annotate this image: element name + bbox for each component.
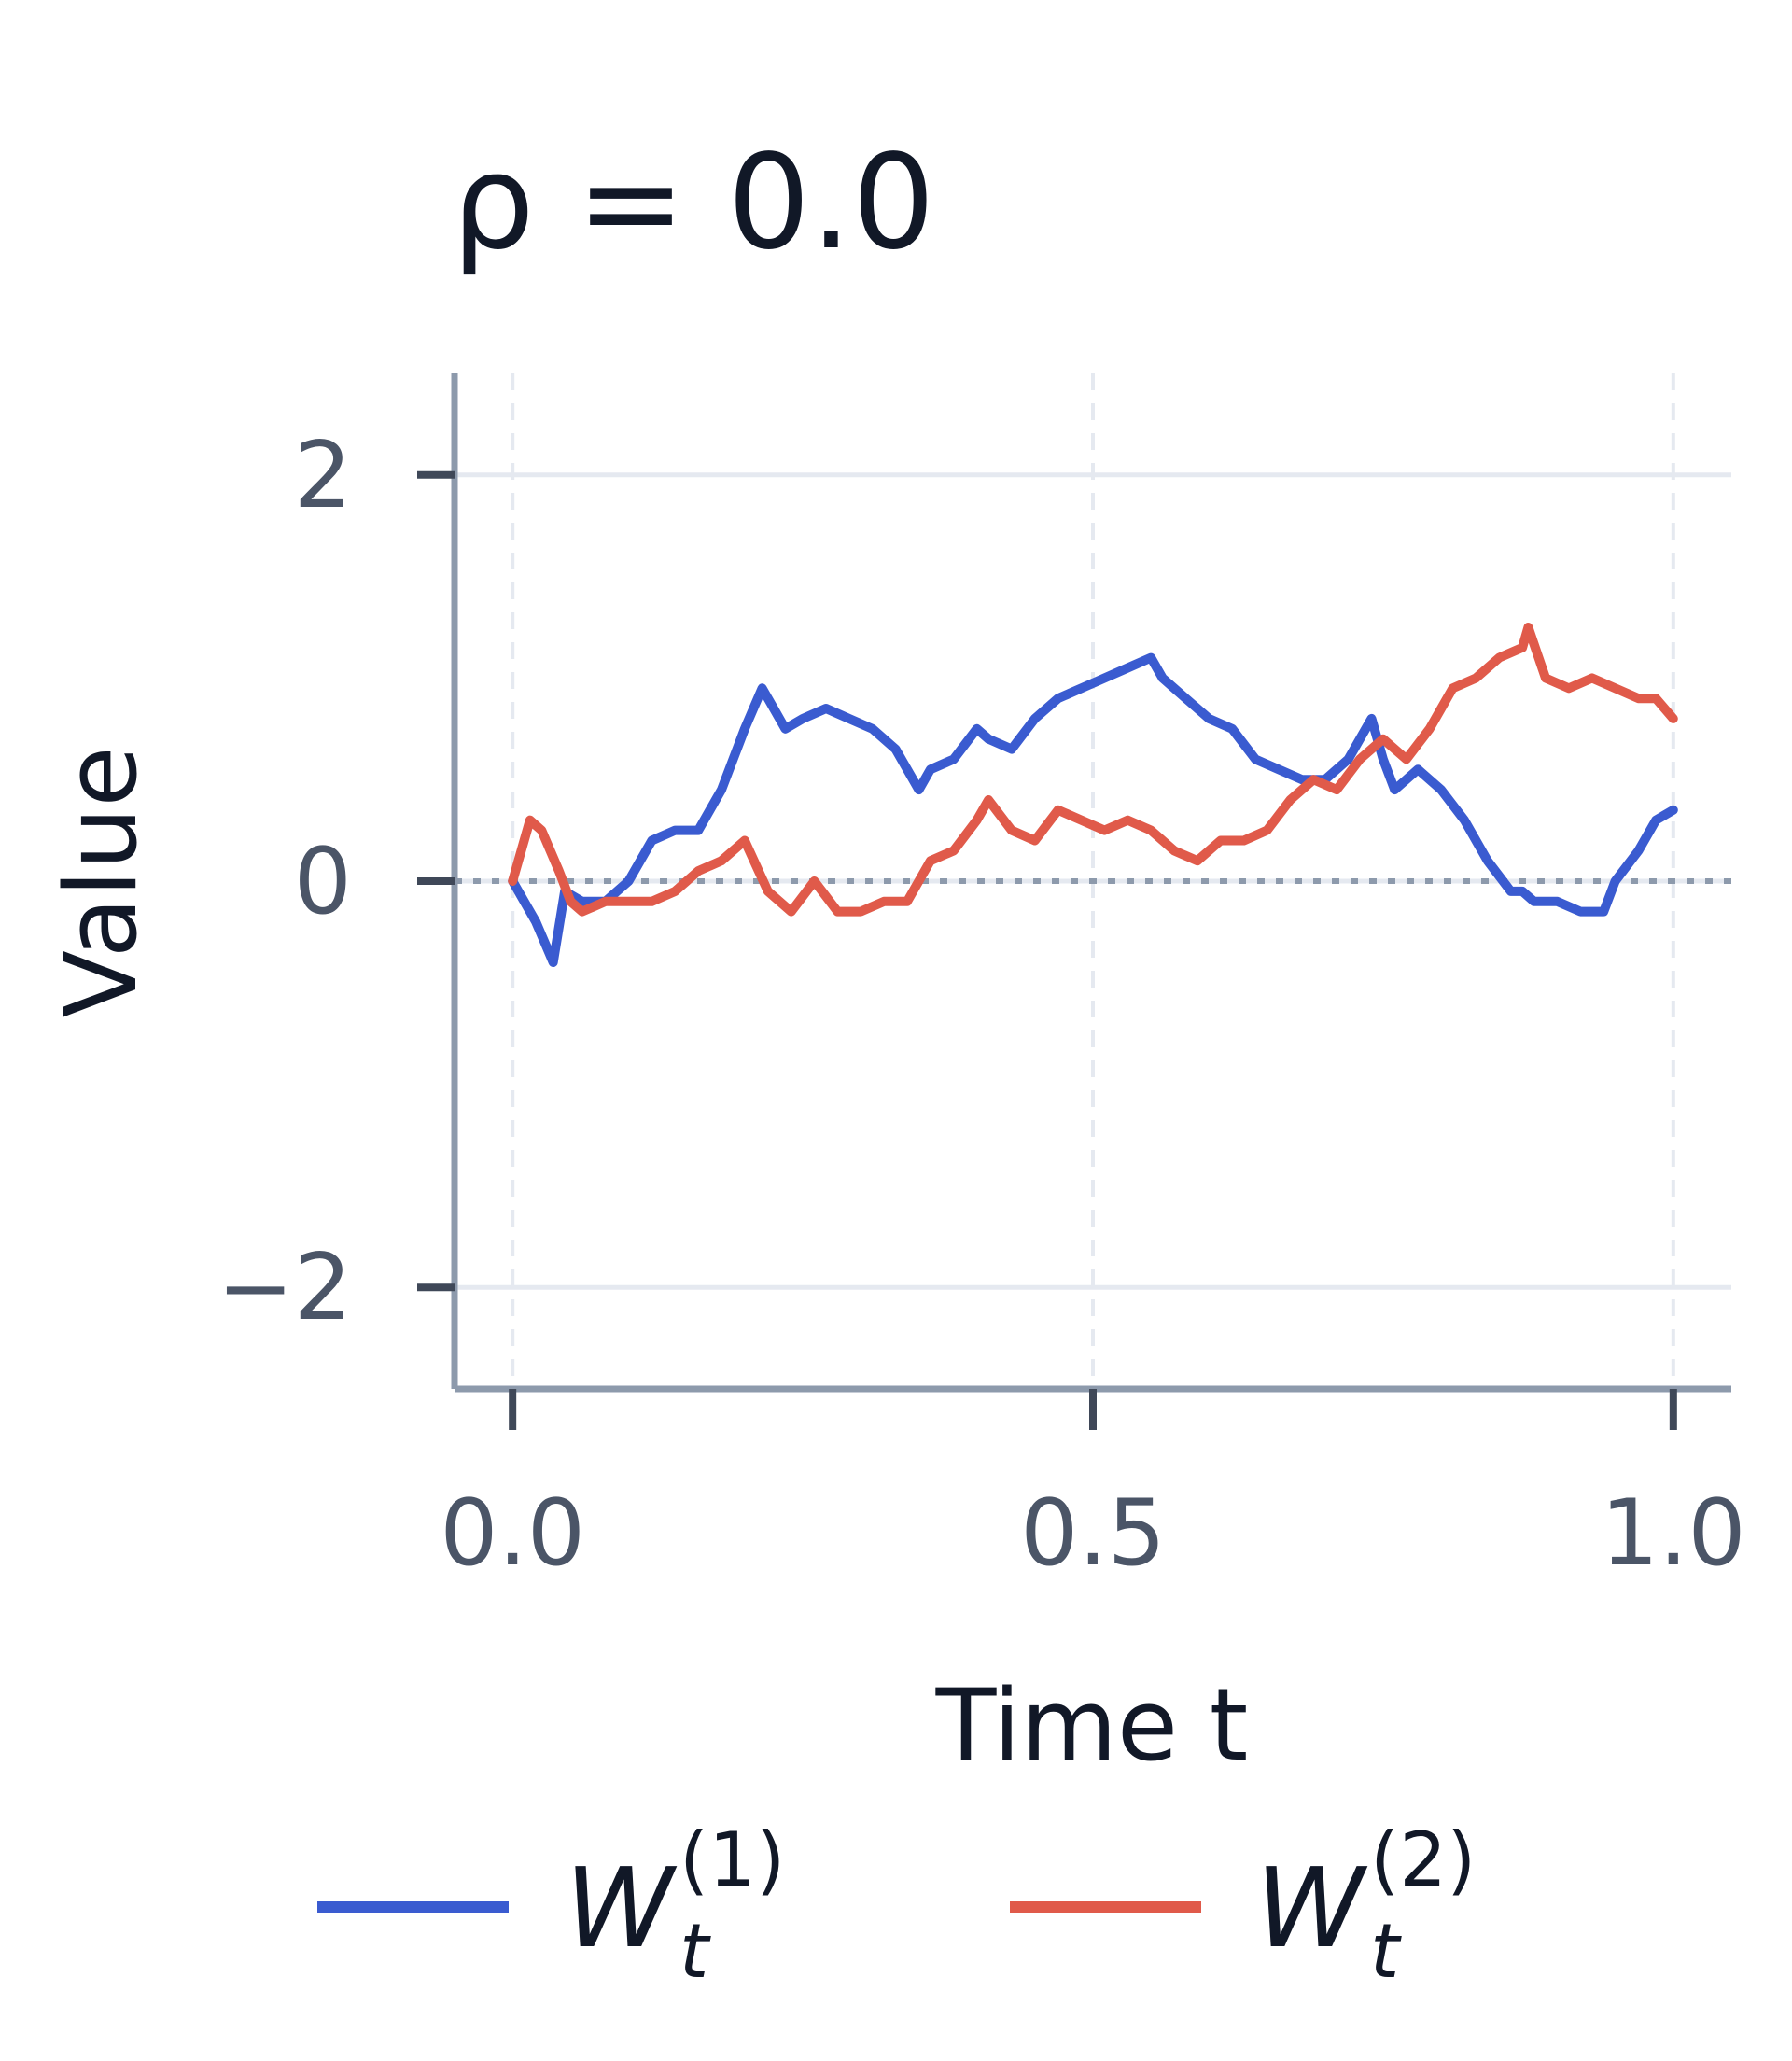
- x-axis-label: Time t: [935, 1668, 1249, 1783]
- series-line-2: [508, 623, 1678, 917]
- y-axis-label: Value: [44, 746, 159, 1017]
- legend-label-series-2: W: [1255, 1844, 1368, 1972]
- legend-label-series-2-superscript: (2): [1370, 1816, 1476, 1903]
- legend-label-series-1: W: [565, 1844, 678, 1972]
- y-tick-label: −2: [217, 1235, 352, 1341]
- x-tick-label: 0.5: [1020, 1480, 1166, 1587]
- x-ticks: 0.0 0.5 1.0: [440, 1389, 1746, 1587]
- chart-title: ρ = 0.0: [452, 127, 935, 279]
- legend-label-series-2-symbol: W: [1255, 1844, 1368, 1972]
- x-tick-label: 0.0: [440, 1480, 585, 1587]
- y-ticks: 2 0 −2: [217, 423, 455, 1341]
- legend-label-series-1-superscript: (1): [679, 1816, 785, 1903]
- legend: W t (1) W t (2): [317, 1816, 1476, 1995]
- series-line-1: [508, 652, 1678, 967]
- legend-label-series-2-subscript: t: [1370, 1908, 1402, 1995]
- legend-label-series-1-symbol: W: [565, 1844, 678, 1972]
- legend-label-series-1-subscript: t: [679, 1908, 711, 1995]
- y-tick-label: 2: [294, 423, 352, 529]
- x-tick-label: 1.0: [1601, 1480, 1746, 1587]
- y-tick-label: 0: [294, 829, 352, 935]
- series-lines: [508, 623, 1678, 967]
